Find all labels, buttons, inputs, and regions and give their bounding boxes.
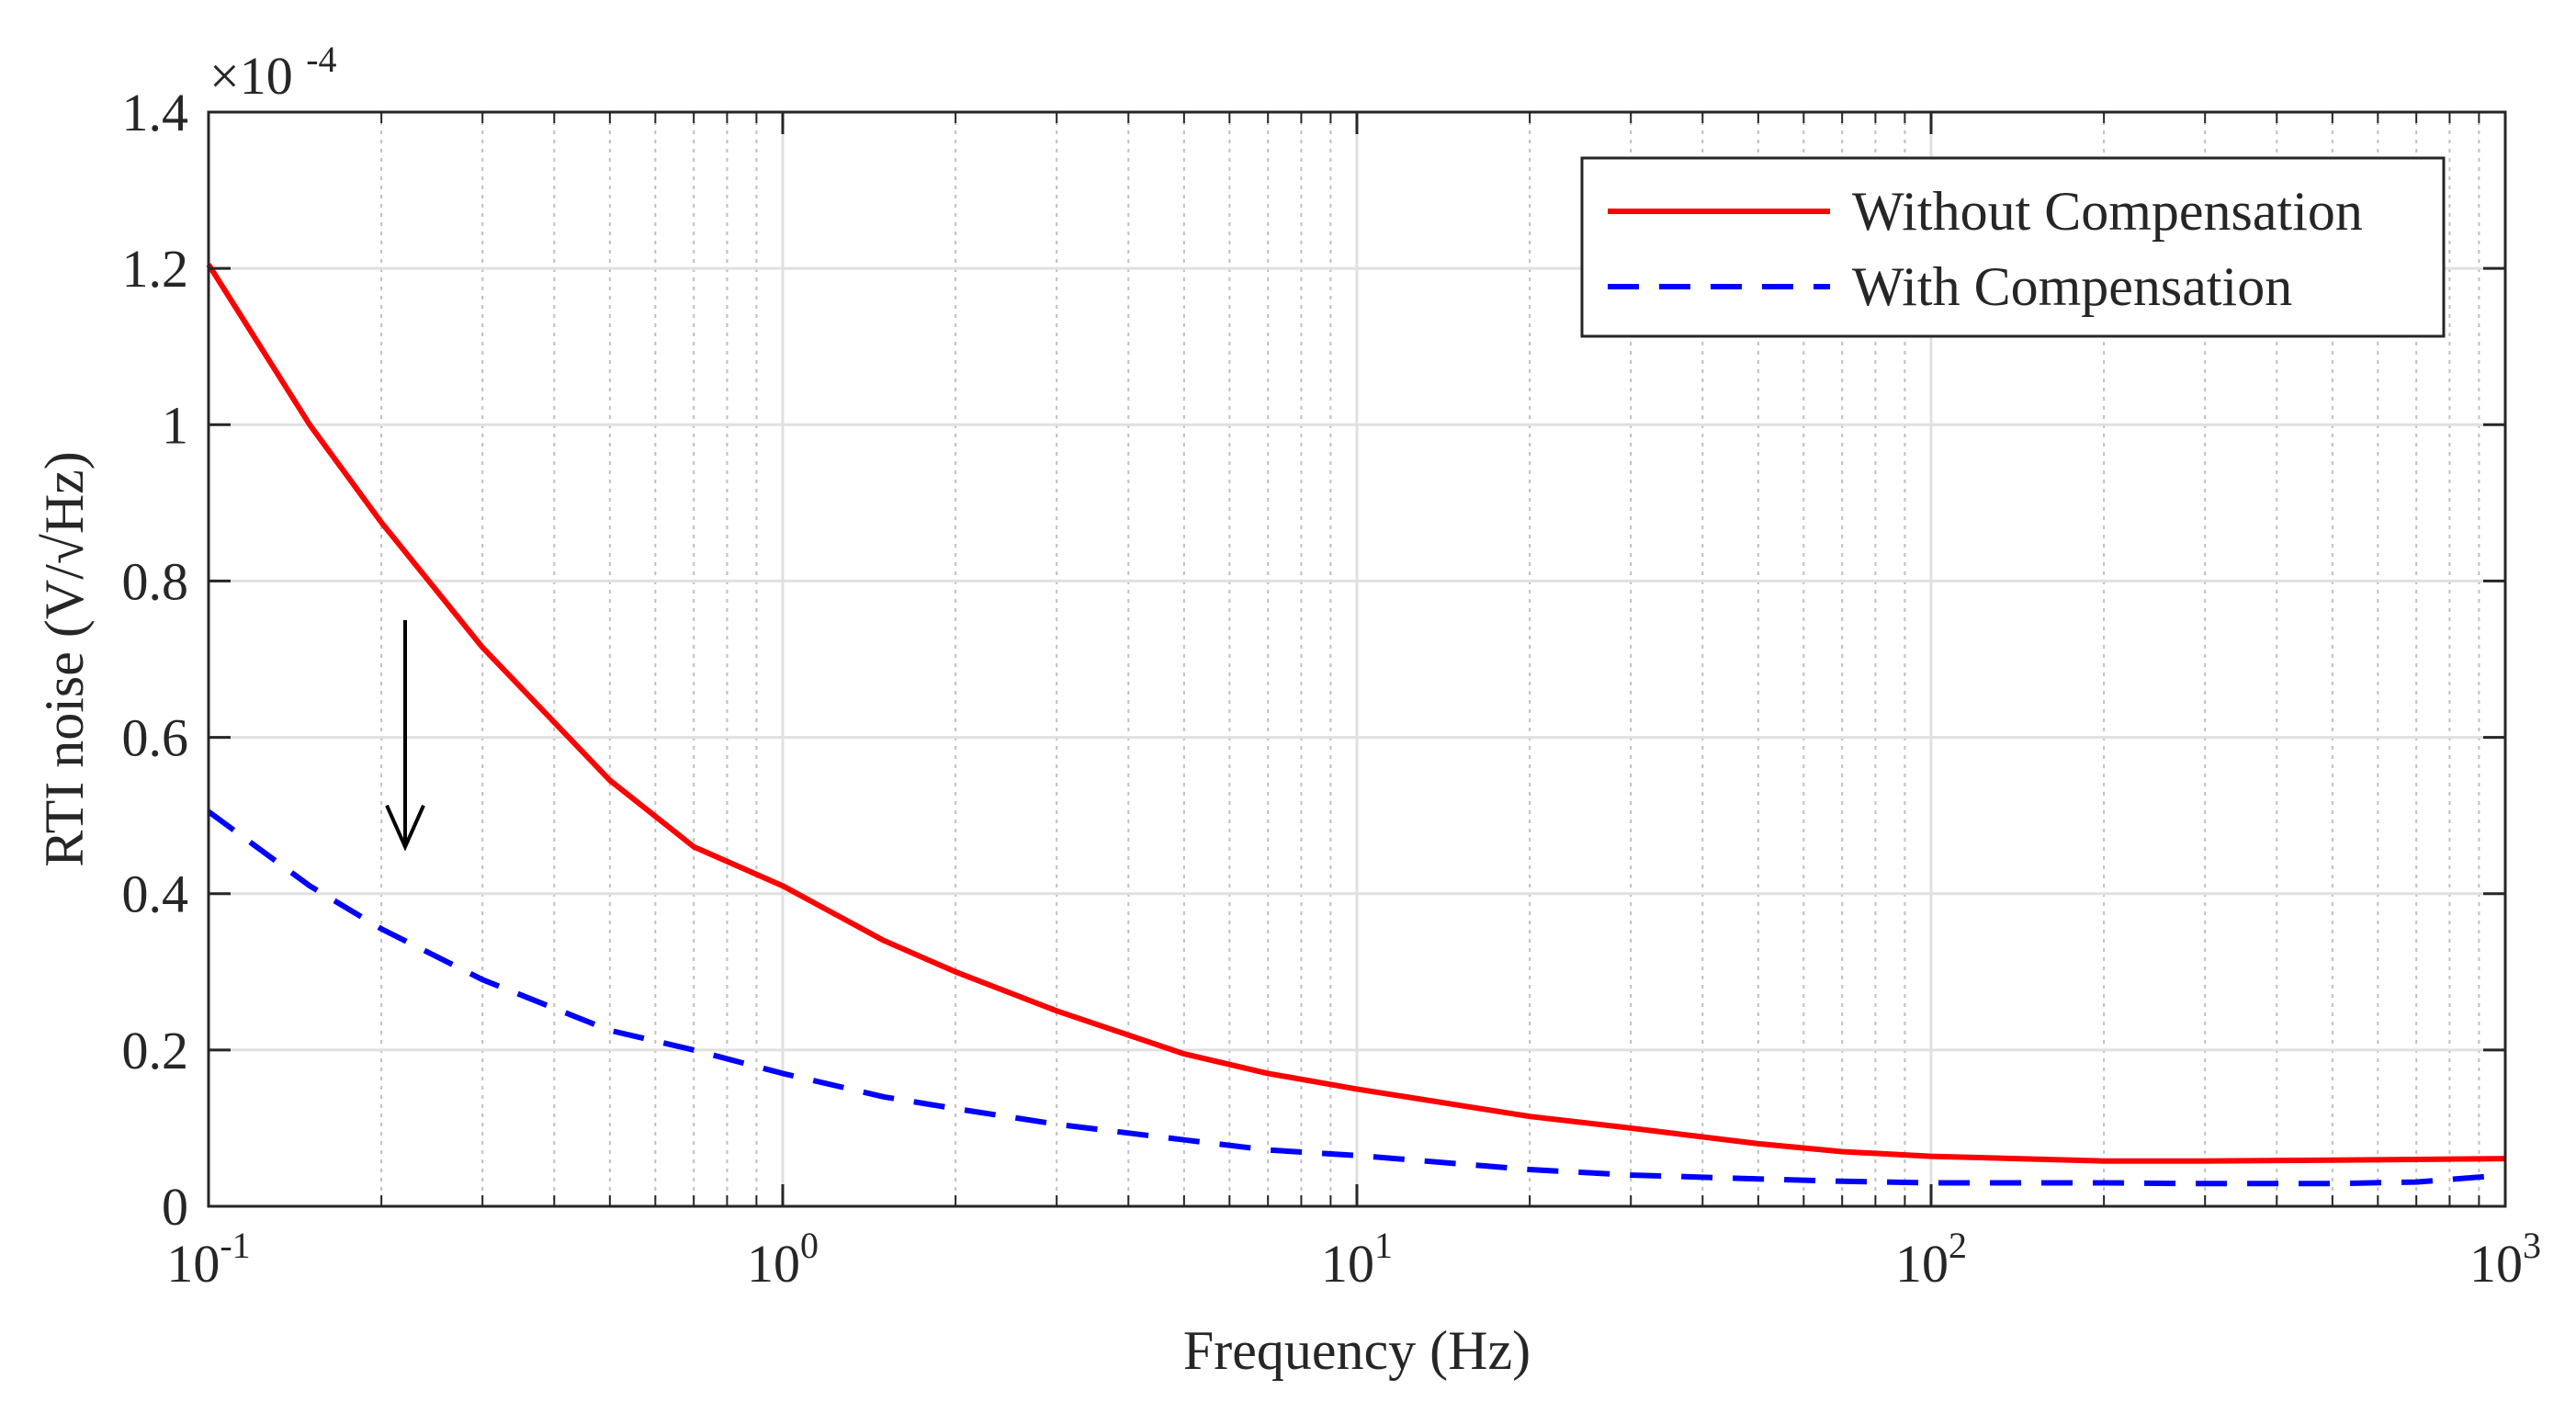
legend-label-without-compensation: Without Compensation [1852, 181, 2363, 242]
legend: Without Compensation With Compensation [1580, 156, 2446, 338]
y-tick-label: 1.4 [122, 83, 189, 142]
y-multiplier-exponent: -4 [306, 39, 336, 80]
x-tick-label-base: 10 [747, 1234, 800, 1294]
x-tick-label-exponent: 0 [800, 1225, 819, 1266]
x-tick-label: 10-1 [166, 1225, 250, 1294]
x-tick-label-base: 10 [2469, 1234, 2523, 1294]
x-tick-label-base: 10 [1895, 1234, 1949, 1294]
y-tick-label: 1.2 [122, 239, 189, 299]
x-tick-label: 103 [2469, 1225, 2541, 1294]
x-tick-label: 101 [1321, 1225, 1393, 1294]
legend-label-with-compensation: With Compensation [1852, 256, 2292, 317]
x-tick-label-base: 10 [1321, 1234, 1374, 1294]
series-line-with-compensation [207, 808, 2506, 1187]
y-tick-label: 0 [162, 1177, 188, 1237]
y-multiplier-label: ×10 -4 [209, 39, 337, 106]
x-tick-label-exponent: 2 [1949, 1225, 1967, 1266]
x-tick-label-exponent: -1 [220, 1225, 250, 1266]
arrow-down-icon [385, 804, 425, 852]
x-tick-label-base: 10 [166, 1234, 220, 1294]
x-tick-label: 102 [1895, 1225, 1967, 1294]
x-tick-label-exponent: 1 [1374, 1225, 1393, 1266]
series-line-without-compensation [206, 263, 2506, 1164]
annotations [385, 619, 425, 852]
y-tick-label: 0.2 [122, 1021, 189, 1080]
x-tick-label: 100 [747, 1225, 819, 1294]
y-tick-label: 0.4 [122, 865, 189, 924]
legend-box [1580, 156, 2446, 338]
y-axis-label: RTI noise (V/√Hz) [34, 451, 95, 867]
y-multiplier-base: ×10 [209, 46, 293, 106]
x-axis-label: Frequency (Hz) [1183, 1320, 1531, 1381]
series-group [206, 263, 2506, 1187]
x-tick-label-exponent: 3 [2523, 1225, 2541, 1266]
y-tick-label: 1 [162, 395, 188, 455]
y-tick-label: 0.6 [122, 708, 189, 768]
y-tick-label: 0.8 [122, 551, 189, 611]
